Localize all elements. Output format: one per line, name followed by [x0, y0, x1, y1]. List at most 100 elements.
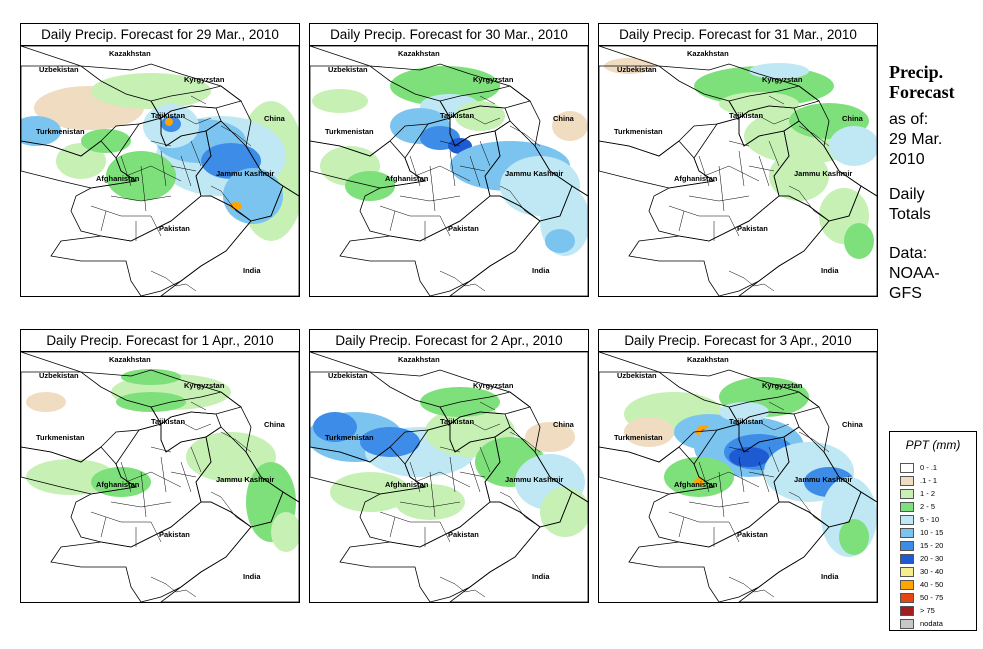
- province-border: [678, 210, 685, 232]
- precip-field: [26, 369, 299, 552]
- legend-range: 2 - 5: [920, 502, 936, 511]
- precip-cell: [186, 432, 276, 482]
- precip-map-3-apr: Kazakhstan Uzbekistan Kyrgyzstan Tajikistan…: [599, 352, 877, 602]
- as-of-date: 29 Mar.: [889, 131, 943, 148]
- country-borders: [599, 46, 877, 296]
- precip-cell: [91, 467, 151, 497]
- map-label-jammu-kashmir: Jammu Kashmir: [505, 475, 563, 484]
- country-borders: [310, 352, 588, 602]
- panel-title: Daily Precip. Forecast for 2 Apr., 2010: [310, 330, 588, 352]
- map-label-jammu-kashmir: Jammu Kashmir: [794, 169, 852, 178]
- province-border: [439, 140, 461, 147]
- forecast-panel-1-apr: Daily Precip. Forecast for 1 Apr., 2010 …: [20, 329, 300, 603]
- map-label-kyrgyzstan: Kyrgyzstan: [184, 75, 225, 84]
- river: [798, 125, 830, 147]
- map-label-india: India: [243, 572, 261, 581]
- map-label-pakistan: Pakistan: [737, 224, 768, 233]
- province-border: [389, 516, 396, 538]
- map-label-uzbekistan: Uzbekistan: [328, 371, 368, 380]
- legend-swatch: [900, 501, 914, 512]
- country-borders: [21, 352, 299, 602]
- map-label-kazakhstan: Kazakhstan: [398, 355, 440, 364]
- province-border: [190, 401, 207, 411]
- province-border: [469, 461, 481, 493]
- legend-row: 50 - 75: [900, 592, 943, 603]
- map-label-pakistan: Pakistan: [159, 224, 190, 233]
- province-border: [758, 421, 790, 431]
- province-border: [439, 215, 451, 237]
- legend-swatch: [900, 475, 914, 486]
- legend-swatch: [900, 579, 914, 590]
- country-borders: [310, 46, 588, 296]
- map-label-turkmenistan: Turkmenistan: [325, 433, 374, 442]
- precip-cell: [360, 427, 420, 457]
- map-label-kyrgyzstan: Kyrgyzstan: [762, 381, 803, 390]
- river: [728, 270, 775, 292]
- panel-title: Daily Precip. Forecast for 1 Apr., 2010: [21, 330, 299, 352]
- legend-range: 30 - 40: [920, 567, 944, 576]
- precip-cell: [271, 512, 299, 552]
- map-label-kazakhstan: Kazakhstan: [109, 355, 151, 364]
- province-border: [748, 471, 775, 478]
- title-line-1: Precip.: [889, 62, 944, 82]
- country-border: [449, 185, 588, 296]
- map-labels: Kazakhstan Uzbekistan Kyrgyzstan Tajikistan…: [36, 355, 286, 581]
- map-label-china: China: [553, 420, 575, 429]
- province-border: [718, 471, 725, 518]
- province-border: [678, 516, 685, 538]
- province-border: [90, 205, 151, 217]
- map-label-turkmenistan: Turkmenistan: [325, 127, 374, 136]
- precip-cell: [165, 118, 173, 126]
- province-borders: [668, 401, 830, 598]
- province-border: [389, 210, 396, 232]
- precip-cell: [395, 484, 465, 520]
- map-label-uzbekistan: Uzbekistan: [617, 65, 657, 74]
- forecast-panel-2-apr: Daily Precip. Forecast for 2 Apr., 2010 …: [309, 329, 589, 603]
- province-border: [768, 446, 780, 473]
- province-border: [479, 140, 491, 167]
- legend-row: 0 - .1: [900, 462, 937, 473]
- province-border: [703, 165, 760, 182]
- province-border: [728, 215, 740, 237]
- map-label-india: India: [821, 572, 839, 581]
- legend-swatch: [900, 605, 914, 616]
- river: [499, 185, 541, 222]
- province-border: [758, 155, 770, 187]
- province-border: [100, 516, 107, 538]
- precip-cell: [26, 392, 66, 412]
- province-border: [469, 421, 501, 431]
- map-label-kyrgyzstan: Kyrgyzstan: [473, 381, 514, 390]
- precip-map-1-apr: Kazakhstan Uzbekistan Kyrgyzstan Tajikistan…: [21, 352, 299, 602]
- province-border: [125, 165, 182, 182]
- province-border: [160, 456, 167, 493]
- legend-swatch: [900, 540, 914, 551]
- province-border: [190, 446, 202, 473]
- forecast-panel-3-apr: Daily Precip. Forecast for 3 Apr., 2010 …: [598, 329, 878, 603]
- river: [210, 491, 252, 528]
- map-label-india: India: [532, 572, 550, 581]
- precip-map-30-mar: Kazakhstan Uzbekistan Kyrgyzstan Tajikistan…: [310, 46, 588, 296]
- province-border: [180, 421, 212, 431]
- as-of-year: 2010: [889, 151, 925, 168]
- forecast-panel-30-mar: Daily Precip. Forecast for 30 Mar., 2010…: [309, 23, 589, 297]
- province-border: [738, 456, 745, 493]
- province-border: [429, 165, 436, 212]
- legend-row: 5 - 10: [900, 514, 939, 525]
- river: [220, 125, 252, 147]
- country-border: [738, 185, 877, 296]
- data-source-block: Data: NOAA- GFS: [889, 244, 940, 304]
- map-label-afghanistan: Afghanistan: [96, 480, 140, 489]
- precip-cell: [769, 151, 829, 201]
- province-border: [150, 215, 162, 237]
- province-border: [688, 195, 750, 202]
- map-labels: Kazakhstan Uzbekistan Kyrgyzstan Tajikistan…: [614, 49, 864, 275]
- precip-cell: [230, 202, 242, 210]
- map-label-afghanistan: Afghanistan: [96, 174, 140, 183]
- country-border: [160, 491, 299, 602]
- province-border: [150, 446, 172, 453]
- map-label-uzbekistan: Uzbekistan: [328, 65, 368, 74]
- province-border: [150, 521, 162, 543]
- legend-row: 40 - 50: [900, 579, 943, 590]
- data-label: Data:: [889, 245, 928, 262]
- precip-cell: [694, 478, 704, 486]
